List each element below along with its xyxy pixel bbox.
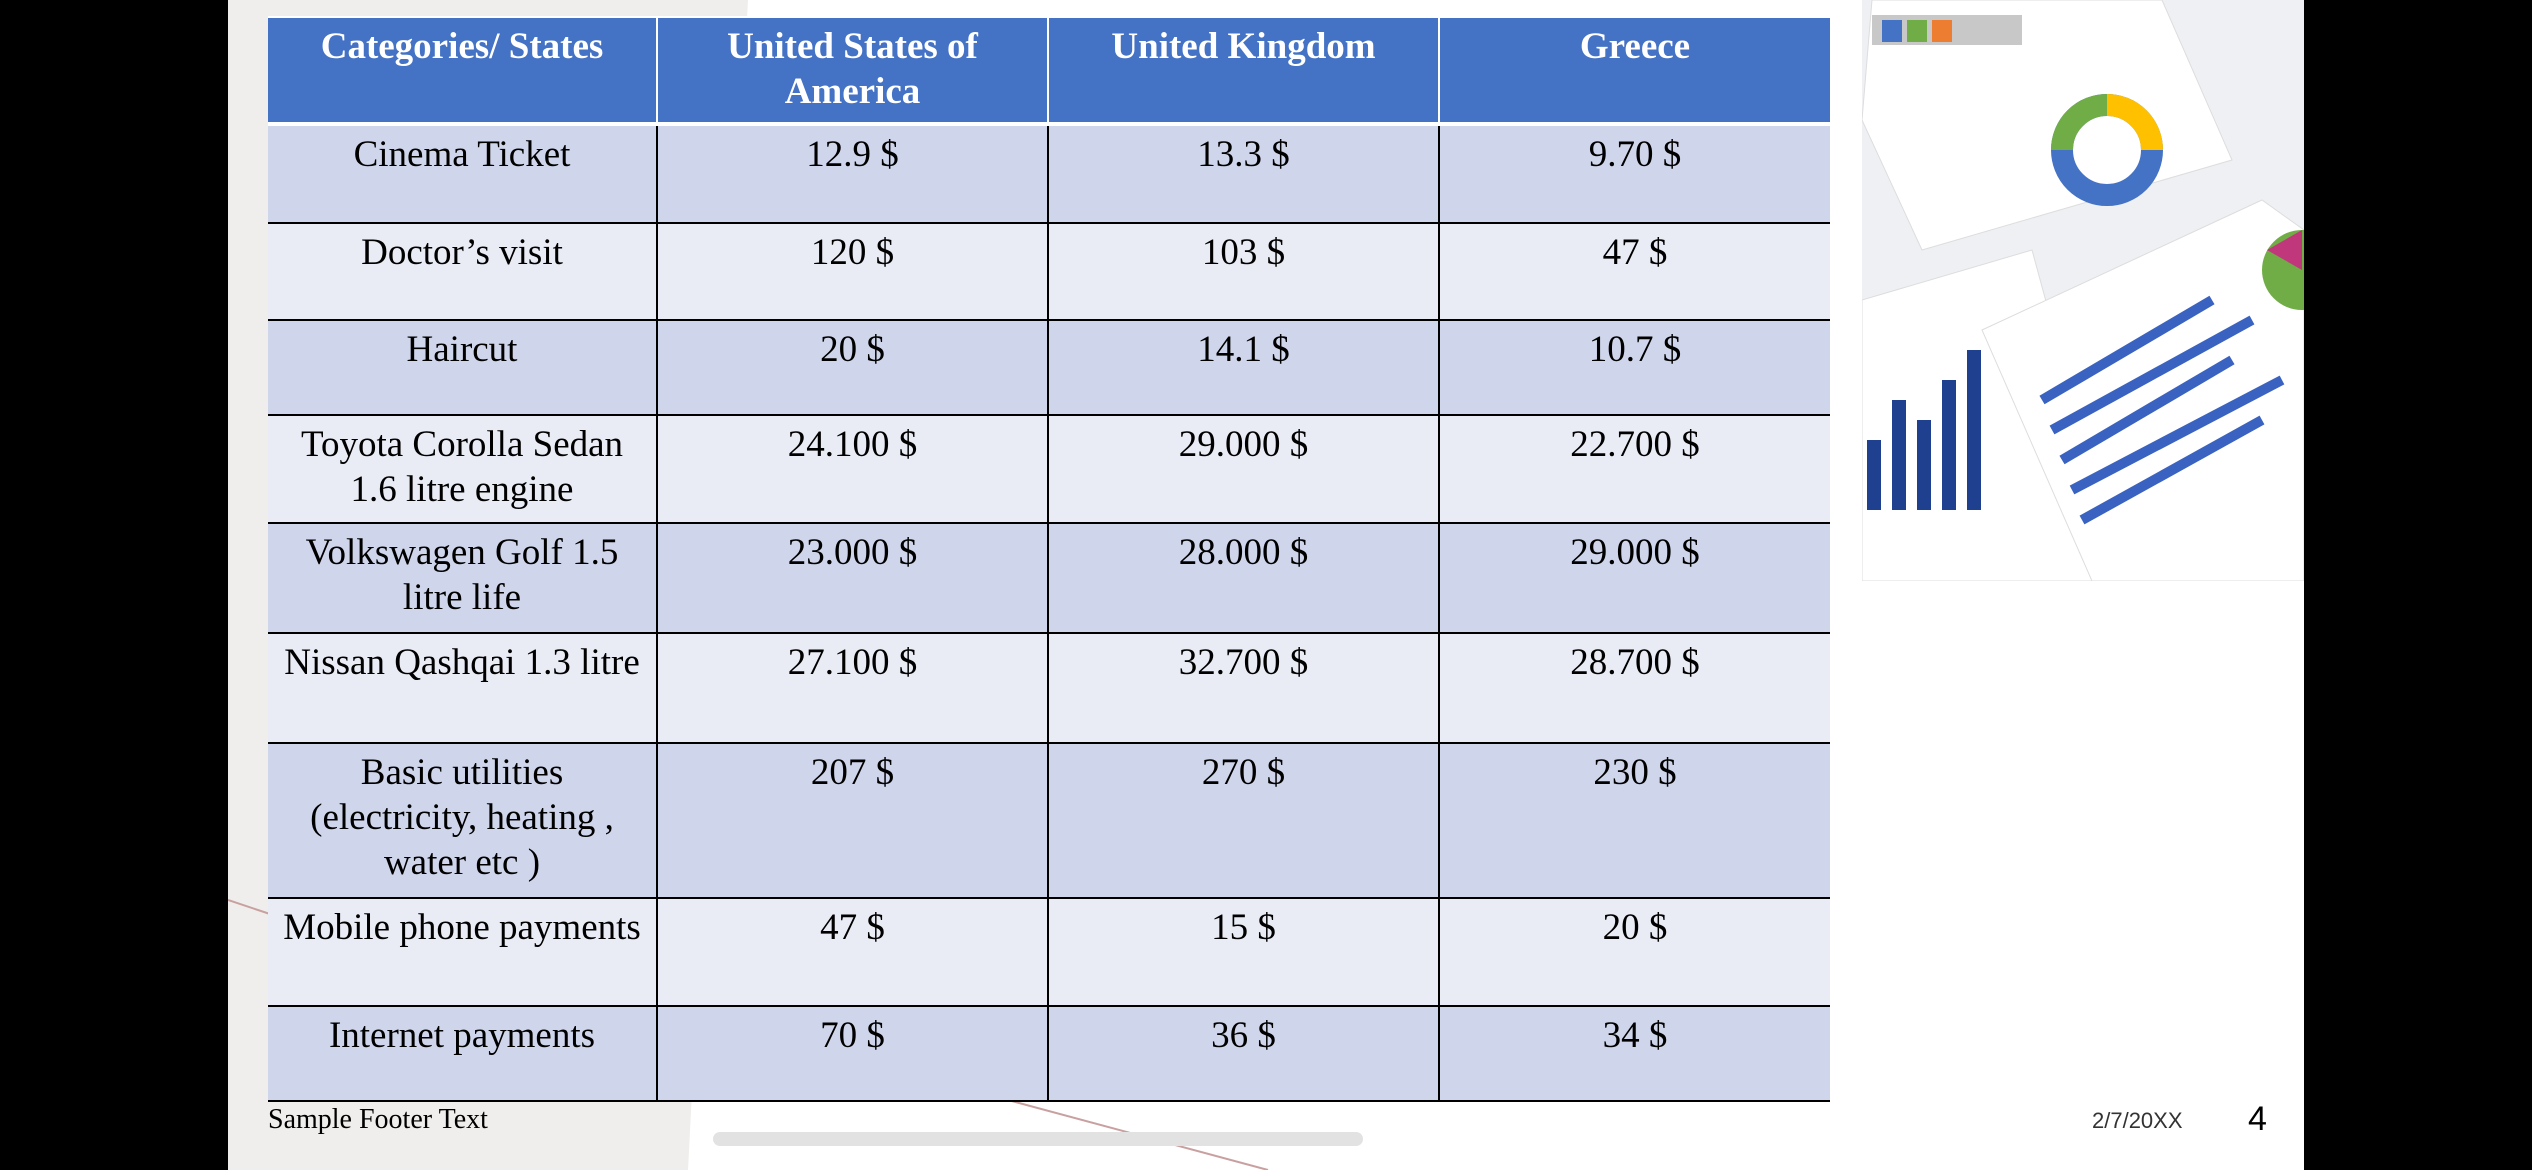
table-row: Internet payments 70 $36 $34 $ — [268, 1005, 1830, 1102]
price-cell: 27.100 $ — [656, 632, 1049, 744]
price-cell: 230 $ — [1438, 742, 1830, 899]
price-cell: 32.700 $ — [1047, 632, 1440, 744]
category-cell: Mobile phone payments — [268, 897, 658, 1007]
category-cell: Haircut — [268, 319, 658, 416]
price-cell: 70 $ — [656, 1005, 1049, 1102]
price-cell: 29.000 $ — [1047, 414, 1440, 524]
category-cell: Doctor’s visit — [268, 222, 658, 321]
header-cell: United States of America — [656, 16, 1049, 126]
page-number: 4 — [2248, 1100, 2267, 1138]
category-cell: Cinema Ticket — [268, 123, 658, 224]
price-table: Categories/ States United States of Ameri… — [268, 16, 1830, 1102]
price-cell: 12.9 $ — [656, 123, 1049, 224]
table-row: Basic utilities (electricity, heating , … — [268, 742, 1830, 899]
table-row: Cinema Ticket 12.9 $13.3 $9.70 $ — [268, 123, 1830, 224]
price-cell: 24.100 $ — [656, 414, 1049, 524]
price-cell: 120 $ — [656, 222, 1049, 321]
price-cell: 207 $ — [656, 742, 1049, 899]
header-cell: United Kingdom — [1047, 16, 1440, 126]
header-cell: Categories/ States — [268, 16, 658, 126]
price-cell: 28.000 $ — [1047, 522, 1440, 634]
table-row: Haircut 20 $14.1 $10.7 $ — [268, 319, 1830, 416]
price-cell: 47 $ — [1438, 222, 1830, 321]
price-cell: 13.3 $ — [1047, 123, 1440, 224]
price-cell: 15 $ — [1047, 897, 1440, 1007]
price-cell: 28.700 $ — [1438, 632, 1830, 744]
category-cell: Basic utilities (electricity, heating , … — [268, 742, 658, 899]
slide: Categories/ States United States of Ameri… — [228, 0, 2304, 1170]
price-cell: 14.1 $ — [1047, 319, 1440, 416]
price-cell: 36 $ — [1047, 1005, 1440, 1102]
table-row: Nissan Qashqai 1.3 litre 27.100 $32.700 $… — [268, 632, 1830, 744]
header-cell: Greece — [1438, 16, 1830, 126]
category-cell: Nissan Qashqai 1.3 litre — [268, 632, 658, 744]
price-cell: 47 $ — [656, 897, 1049, 1007]
price-cell: 22.700 $ — [1438, 414, 1830, 524]
header-row: Categories/ States United States of Ameri… — [268, 16, 1830, 126]
price-cell: 20 $ — [656, 319, 1049, 416]
table-row: Doctor’s visit 120 $103 $47 $ — [268, 222, 1830, 321]
table-row: Volkswagen Golf 1.5 litre life 23.000 $28… — [268, 522, 1830, 634]
category-cell: Volkswagen Golf 1.5 litre life — [268, 522, 658, 634]
footer-text: Sample Footer Text — [268, 1104, 488, 1135]
price-cell: 29.000 $ — [1438, 522, 1830, 634]
footer-date: 2/7/20XX — [2092, 1108, 2183, 1133]
price-cell: 270 $ — [1047, 742, 1440, 899]
price-cell: 34 $ — [1438, 1005, 1830, 1102]
price-cell: 9.70 $ — [1438, 123, 1830, 224]
table-row: Toyota Corolla Sedan 1.6 litre engine 24.… — [268, 414, 1830, 524]
category-cell: Internet payments — [268, 1005, 658, 1102]
price-cell: 103 $ — [1047, 222, 1440, 321]
category-cell: Toyota Corolla Sedan 1.6 litre engine — [268, 414, 658, 524]
home-indicator[interactable] — [713, 1132, 1363, 1146]
price-cell: 20 $ — [1438, 897, 1830, 1007]
table-row: Mobile phone payments 47 $15 $20 $ — [268, 897, 1830, 1007]
price-cell: 23.000 $ — [656, 522, 1049, 634]
charts-photo — [1862, 0, 2304, 581]
price-cell: 10.7 $ — [1438, 319, 1830, 416]
